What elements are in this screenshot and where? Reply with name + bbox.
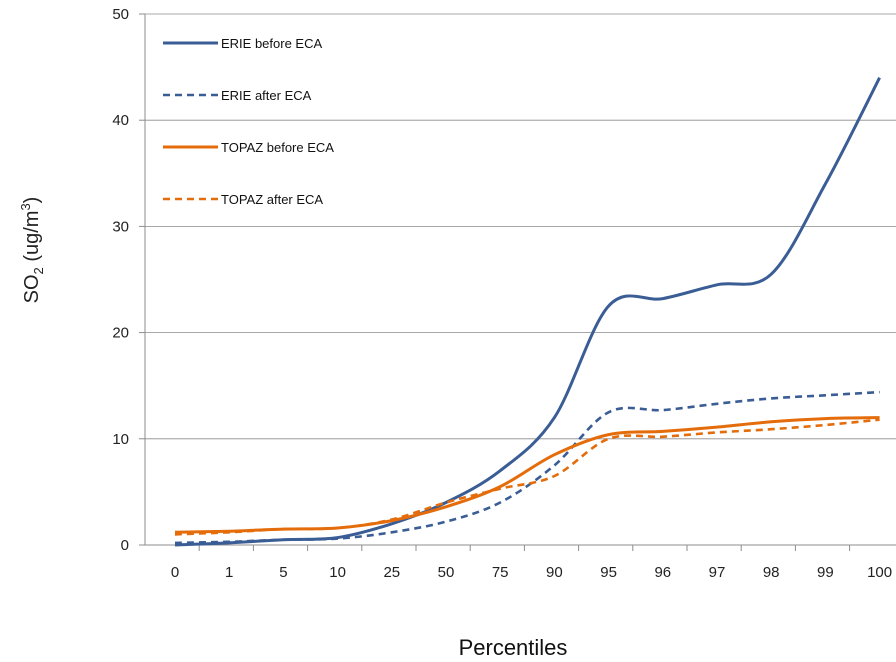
x-tick-label: 25 <box>383 564 400 581</box>
y-axis-label: SO2 (ug/m3) <box>18 197 46 304</box>
x-tick-label: 90 <box>546 564 563 581</box>
x-tick-label: 10 <box>329 564 346 581</box>
legend-label: ERIE after ECA <box>221 88 312 103</box>
y-tick-label: 10 <box>112 431 129 448</box>
y-tick-label: 30 <box>112 218 129 235</box>
x-tick-label: 99 <box>817 564 834 581</box>
x-tick-label: 1 <box>225 564 233 581</box>
legend-label: TOPAZ before ECA <box>221 140 334 155</box>
axes <box>139 13 896 551</box>
y-tick-label: 40 <box>112 112 129 129</box>
x-tick-label: 98 <box>763 564 780 581</box>
y-tick-label: 20 <box>112 325 129 342</box>
x-tick-label: 96 <box>654 564 671 581</box>
x-tick-label: 50 <box>438 564 455 581</box>
series-lines <box>174 77 881 547</box>
x-tick-label: 97 <box>709 564 726 581</box>
legend-label: ERIE before ECA <box>221 36 322 51</box>
legend-label: TOPAZ after ECA <box>221 192 323 207</box>
y-tick-labels: 0 10 20 30 40 50 <box>112 6 129 554</box>
x-tick-label: 95 <box>600 564 617 581</box>
x-tick-label: 75 <box>492 564 509 581</box>
series-line-4 <box>174 418 880 536</box>
x-tick-label: 5 <box>279 564 287 581</box>
legend: ERIE before ECA ERIE after ECA TOPAZ befor… <box>163 36 334 207</box>
series-line-3 <box>174 416 880 534</box>
series-line-2 <box>174 390 880 545</box>
x-tick-label: 0 <box>171 564 179 581</box>
gridlines <box>145 13 896 440</box>
x-tick-label: 100 <box>867 564 892 581</box>
y-tick-label: 0 <box>121 537 129 554</box>
x-axis-label: Percentiles <box>459 635 568 660</box>
y-tick-label: 50 <box>112 6 129 23</box>
x-tick-labels: 0 1 5 10 25 50 75 90 95 96 97 98 99 100 <box>171 564 892 581</box>
